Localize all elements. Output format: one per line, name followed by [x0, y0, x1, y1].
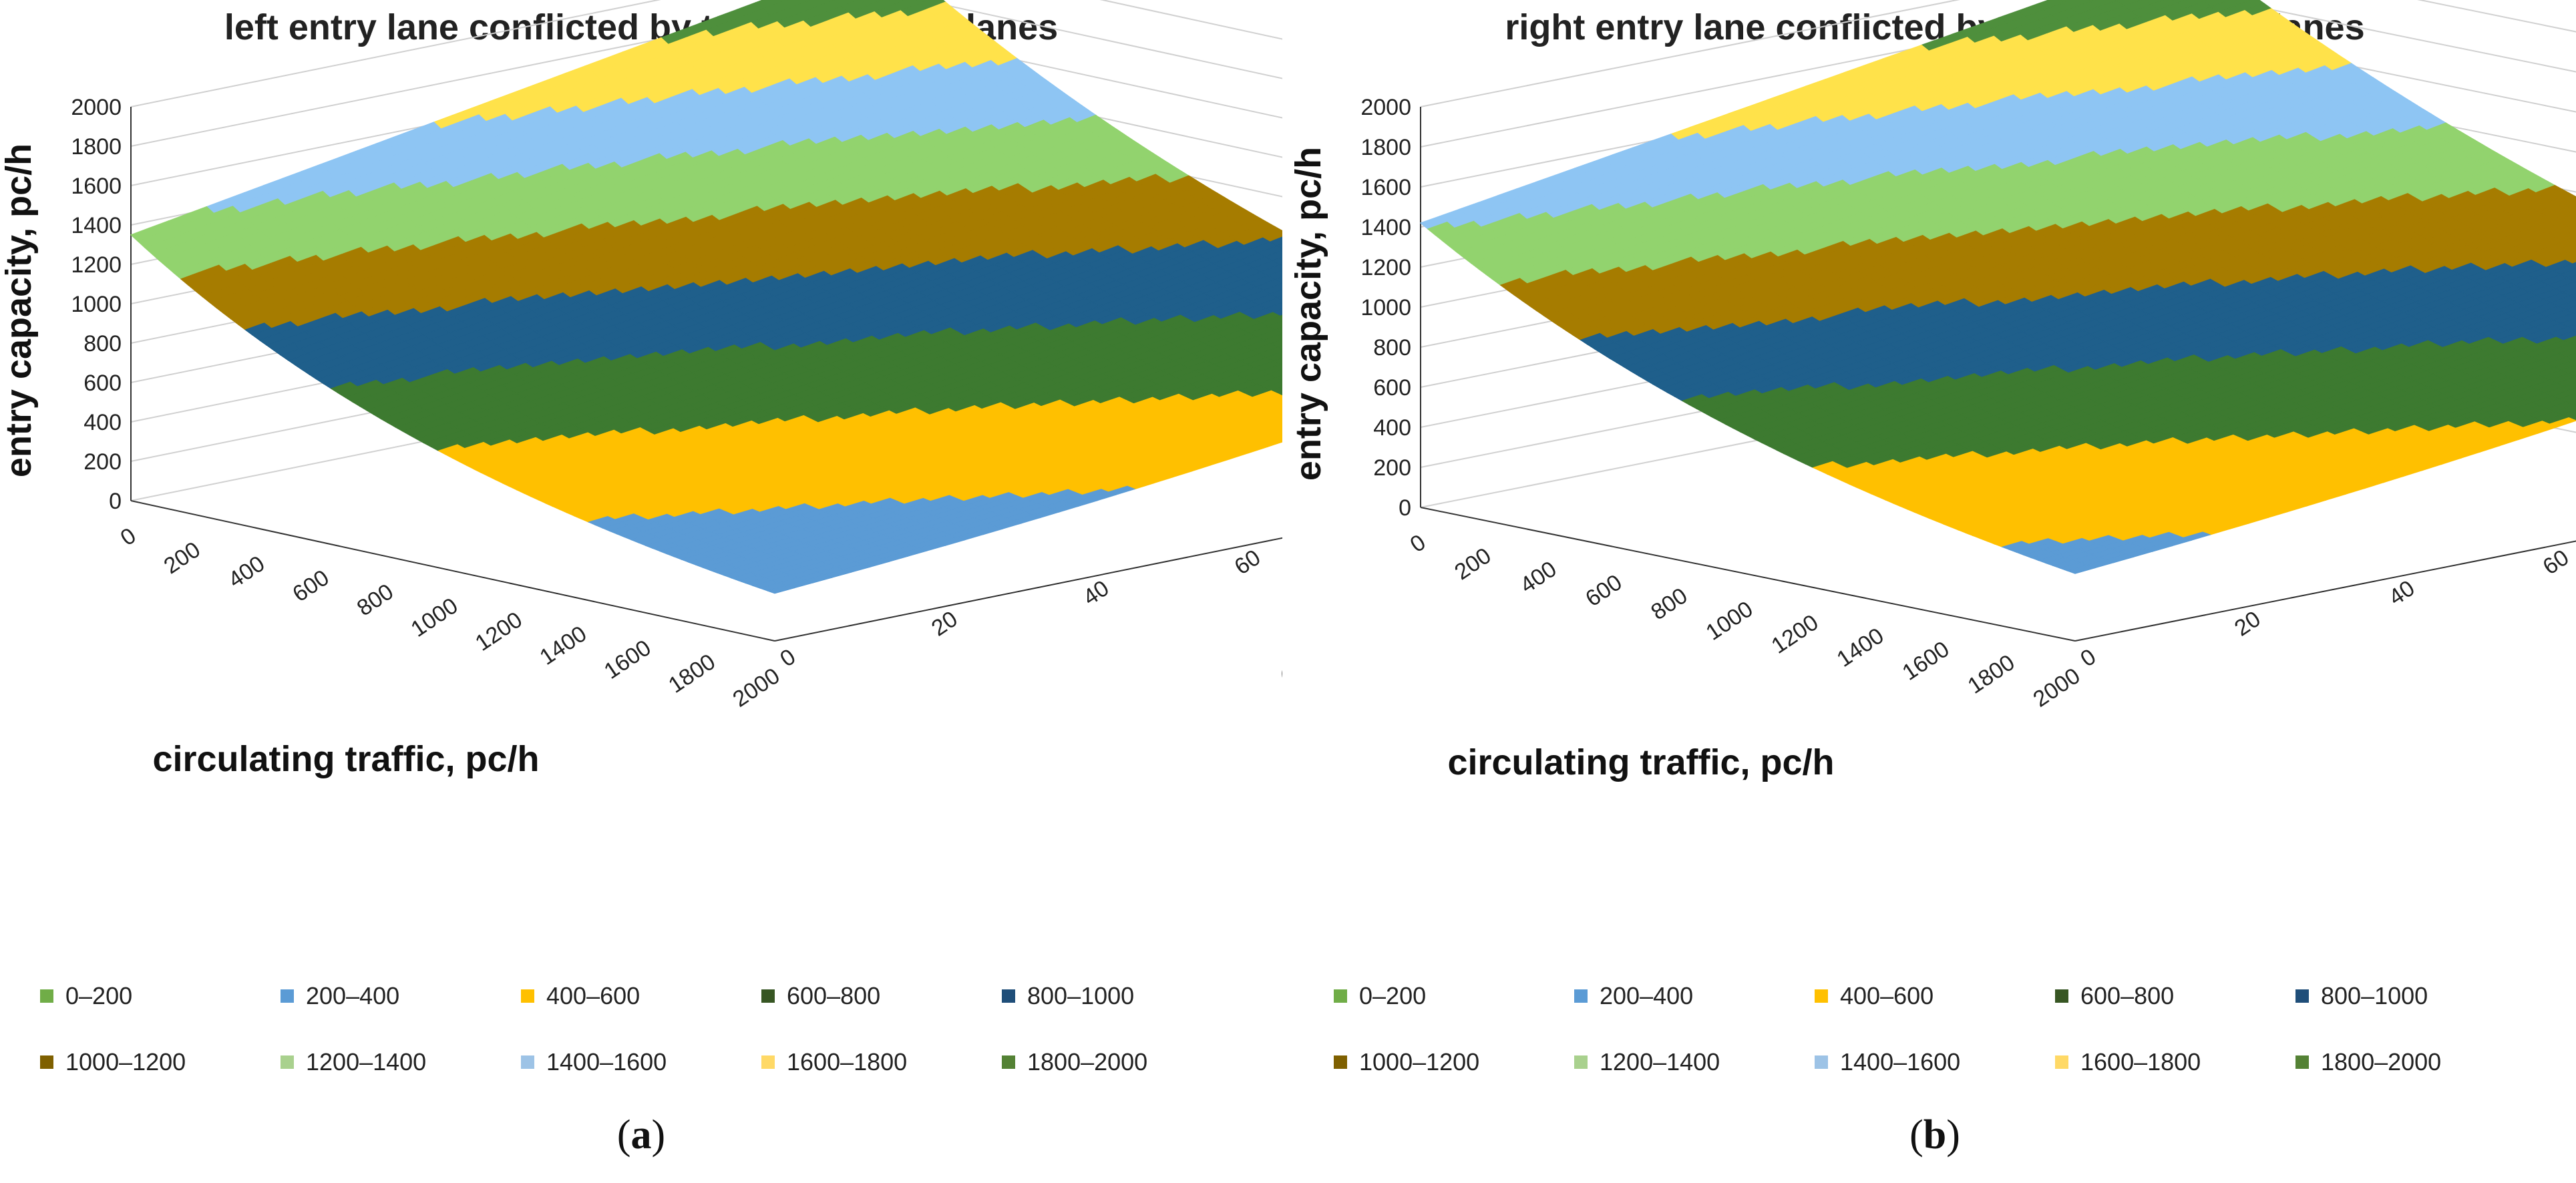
legend-swatch: [281, 1055, 294, 1069]
z-gridline: [130, 0, 1282, 147]
x-tick-label: 1200: [471, 607, 527, 656]
y-tick-label: 60: [1230, 545, 1266, 580]
legend-label: 1400–1600: [546, 1048, 667, 1076]
z-tick-label: 600: [83, 371, 122, 396]
chart-panel-a: left entry lane conflicted by two circul…: [0, 0, 1282, 1183]
legend-swatch: [1002, 1055, 1015, 1069]
legend-label: 800–1000: [1027, 982, 1135, 1009]
z-tick-label: 1000: [71, 292, 122, 317]
x-axis-line: [1420, 507, 2076, 642]
z-tick-label: 0: [109, 489, 122, 514]
z-tick-label: 1800: [71, 134, 122, 160]
y-axis-label-line1: CAV: [1275, 614, 1282, 688]
legend-label: 400–600: [546, 982, 640, 1009]
x-tick-label: 1800: [664, 649, 720, 698]
x-tick-label: 2000: [729, 663, 785, 712]
legend-label: 1000–1200: [65, 1048, 186, 1076]
legend-swatch: [281, 989, 294, 1003]
legend-label: 1600–1800: [787, 1048, 908, 1076]
x-tick-label: 0: [116, 523, 141, 551]
x-axis-line: [130, 500, 775, 642]
x-tick-label: 1400: [535, 621, 591, 670]
y-tick-label: 0: [775, 644, 800, 672]
z-tick-label: 2000: [71, 95, 122, 120]
x-tick-label: 800: [353, 579, 398, 621]
axes: [1420, 107, 2576, 642]
z-tick-label: 800: [83, 331, 122, 357]
legend-swatch: [40, 1055, 53, 1069]
legend-item: 1000–1200: [40, 1047, 281, 1077]
panel-label-a: (a): [616, 1112, 666, 1158]
chart-panel-b: right entry lane conflicted by two circu…: [1294, 0, 2576, 1183]
z-tick-label: 1400: [71, 213, 122, 238]
y-axis-line: [774, 537, 1282, 642]
surface: [1419, 0, 2576, 574]
y-axis-line: [2074, 540, 2576, 642]
legend-item: 1400–1600: [521, 1047, 761, 1077]
legend-swatch: [1002, 989, 1015, 1003]
legend-label: 600–800: [787, 982, 881, 1009]
legend-item: 1600–1800: [761, 1047, 1002, 1077]
z-axis-label: entry capacity, pc/h: [0, 144, 39, 477]
axes: [130, 107, 1282, 642]
legend-item: 1800–2000: [1002, 1047, 1242, 1077]
x-tick-label: 1000: [407, 593, 463, 642]
legend-label: 200–400: [306, 982, 400, 1009]
legend-item: 200–400: [281, 981, 521, 1011]
x-tick-label: 200: [160, 537, 205, 579]
legend-label: 0–200: [65, 982, 133, 1009]
legend-label: 1800–2000: [1027, 1048, 1148, 1076]
y-tick-label: 40: [1079, 575, 1114, 611]
z-tick-label: 200: [83, 449, 122, 475]
z-gridline: [130, 0, 1282, 107]
z-tick-label: 1600: [71, 174, 122, 199]
legend-label: 1200–1400: [306, 1048, 427, 1076]
legend-item: 1200–1400: [281, 1047, 521, 1077]
legend-item: 0–200: [40, 981, 281, 1011]
y-tick-label: 20: [927, 606, 962, 642]
x-tick-label: 1600: [600, 635, 656, 684]
legend-swatch: [40, 989, 53, 1003]
x-tick-label: 600: [288, 565, 333, 607]
legend-swatch: [761, 1055, 775, 1069]
legend-item: 400–600: [521, 981, 761, 1011]
y-axis-label: CAVpercentage,%: [1275, 533, 1282, 768]
legend-swatch: [521, 989, 534, 1003]
legend-a: 0–200 200–400 400–600 600–800 800–1000 1000–1…: [40, 981, 1282, 1077]
legend-swatch: [521, 1055, 534, 1069]
axis-labels: entry capacity, pc/h circulating traffic,…: [0, 144, 1282, 779]
z-gridline: [1420, 0, 2576, 107]
surface-cell: [766, 585, 795, 594]
z-tick-label: 400: [83, 410, 122, 435]
x-axis-label: circulating traffic, pc/h: [152, 739, 539, 779]
z-tick-label: 1200: [71, 252, 122, 278]
legend-item: 600–800: [761, 981, 1002, 1011]
legend-item: 800–1000: [1002, 981, 1242, 1011]
legend-swatch: [761, 989, 775, 1003]
surface: [130, 0, 1282, 594]
x-tick-label: 400: [224, 551, 269, 593]
z-gridline: [1420, 0, 2576, 148]
panel-letter-a: a: [630, 1112, 652, 1158]
